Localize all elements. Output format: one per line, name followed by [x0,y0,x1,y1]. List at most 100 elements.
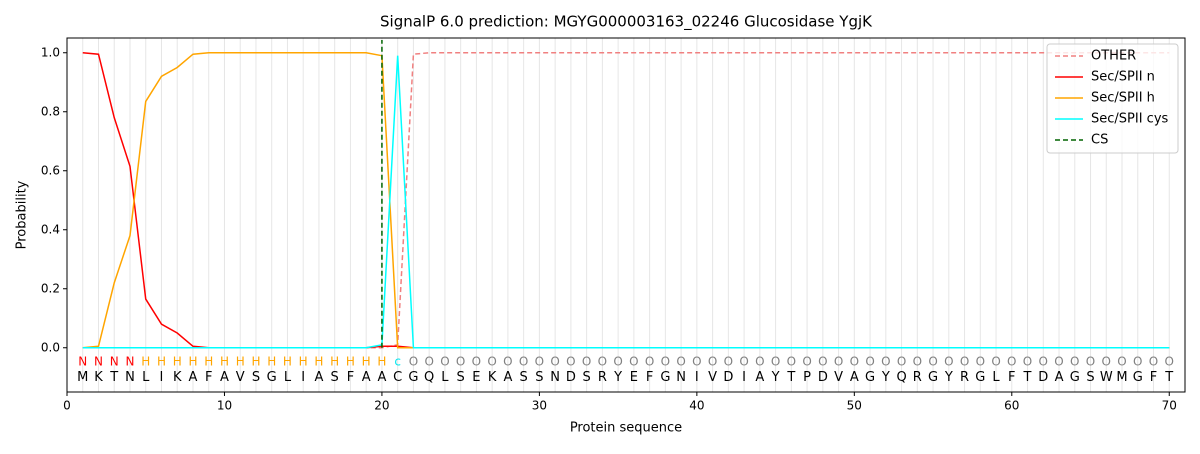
region-label: O [519,354,528,368]
residue-label: G [408,370,418,385]
region-label: H [362,354,371,368]
x-tick-label: 10 [217,399,232,413]
region-label: H [377,354,386,368]
region-label: O [724,354,733,368]
residue-label: S [457,370,465,385]
residue-label: S [1086,370,1094,385]
region-label: O [881,354,890,368]
region-label: H [346,354,355,368]
region-label: O [629,354,638,368]
residue-label: R [960,370,969,385]
residue-label: D [818,370,828,385]
region-label: O [535,354,544,368]
region-label: O [787,354,796,368]
region-label: O [944,354,953,368]
residue-label: F [205,370,212,385]
region-label: O [566,354,575,368]
region-label: H [173,354,182,368]
residue-label: F [1150,370,1157,385]
residue-label: T [1164,370,1173,385]
region-label: H [314,354,323,368]
residue-label: L [441,370,449,385]
region-label: O [1070,354,1079,368]
x-tick-label: 20 [374,399,389,413]
residue-label: A [850,370,859,385]
region-label: O [503,354,512,368]
region-label: c [394,354,401,368]
region-label: O [1039,354,1048,368]
legend-label: OTHER [1091,49,1136,64]
residue-label: N [550,370,560,385]
region-label: H [283,354,292,368]
region-label: O [991,354,1000,368]
residue-label: G [1133,370,1143,385]
region-label: O [928,354,937,368]
residue-label: F [646,370,653,385]
residue-label: R [913,370,922,385]
region-label: N [125,354,134,368]
region-label: O [456,354,465,368]
residue-label: G [660,370,670,385]
y-tick-label: 0.4 [41,222,60,236]
region-label: O [1133,354,1142,368]
region-label: O [865,354,874,368]
residue-label: L [992,370,1000,385]
region-label: O [598,354,607,368]
residue-label: I [695,370,699,385]
x-tick-label: 0 [63,399,71,413]
x-tick-label: 30 [532,399,547,413]
region-label: H [157,354,166,368]
residue-label: A [377,370,386,385]
residue-label: G [1070,370,1080,385]
series-line [82,52,1170,349]
residue-label: K [173,370,182,385]
residue-label: D [723,370,733,385]
legend-label: Sec/SPII n [1091,70,1155,85]
region-label: O [771,354,780,368]
region-label: O [850,354,859,368]
region-label: O [472,354,481,368]
residue-label: N [676,370,686,385]
region-label: H [141,354,150,368]
residue-label: G [865,370,875,385]
residue-label: G [928,370,938,385]
residue-label: M [77,370,88,385]
region-label: O [755,354,764,368]
region-label: O [802,354,811,368]
residue-label: T [1023,370,1032,385]
residue-label: Q [424,370,434,385]
region-label: O [897,354,906,368]
residue-label: R [598,370,607,385]
region-label: H [236,354,245,368]
region-label: N [110,354,119,368]
chart-title: SignalP 6.0 prediction: MGYG000003163_02… [380,13,873,32]
region-label: H [330,354,339,368]
residue-label: G [267,370,277,385]
residue-label: F [347,370,354,385]
residue-label: Y [944,370,953,385]
region-label: O [913,354,922,368]
residue-label: E [630,370,638,385]
residue-label: K [94,370,103,385]
residue-label: T [109,370,118,385]
region-label: H [204,354,213,368]
residue-label: A [189,370,198,385]
residue-label: L [284,370,292,385]
region-label: O [708,354,717,368]
residue-label: I [160,370,164,385]
residue-label: S [583,370,591,385]
residue-label: Y [881,370,890,385]
region-label: O [613,354,622,368]
region-label: O [645,354,654,368]
region-label: O [692,354,701,368]
region-label: H [267,354,276,368]
region-label: N [94,354,103,368]
residue-label: K [488,370,497,385]
series-line [82,52,1170,349]
region-label: O [661,354,670,368]
region-label: H [188,354,197,368]
region-label: O [818,354,827,368]
residue-label: A [503,370,512,385]
residue-label: S [252,370,260,385]
